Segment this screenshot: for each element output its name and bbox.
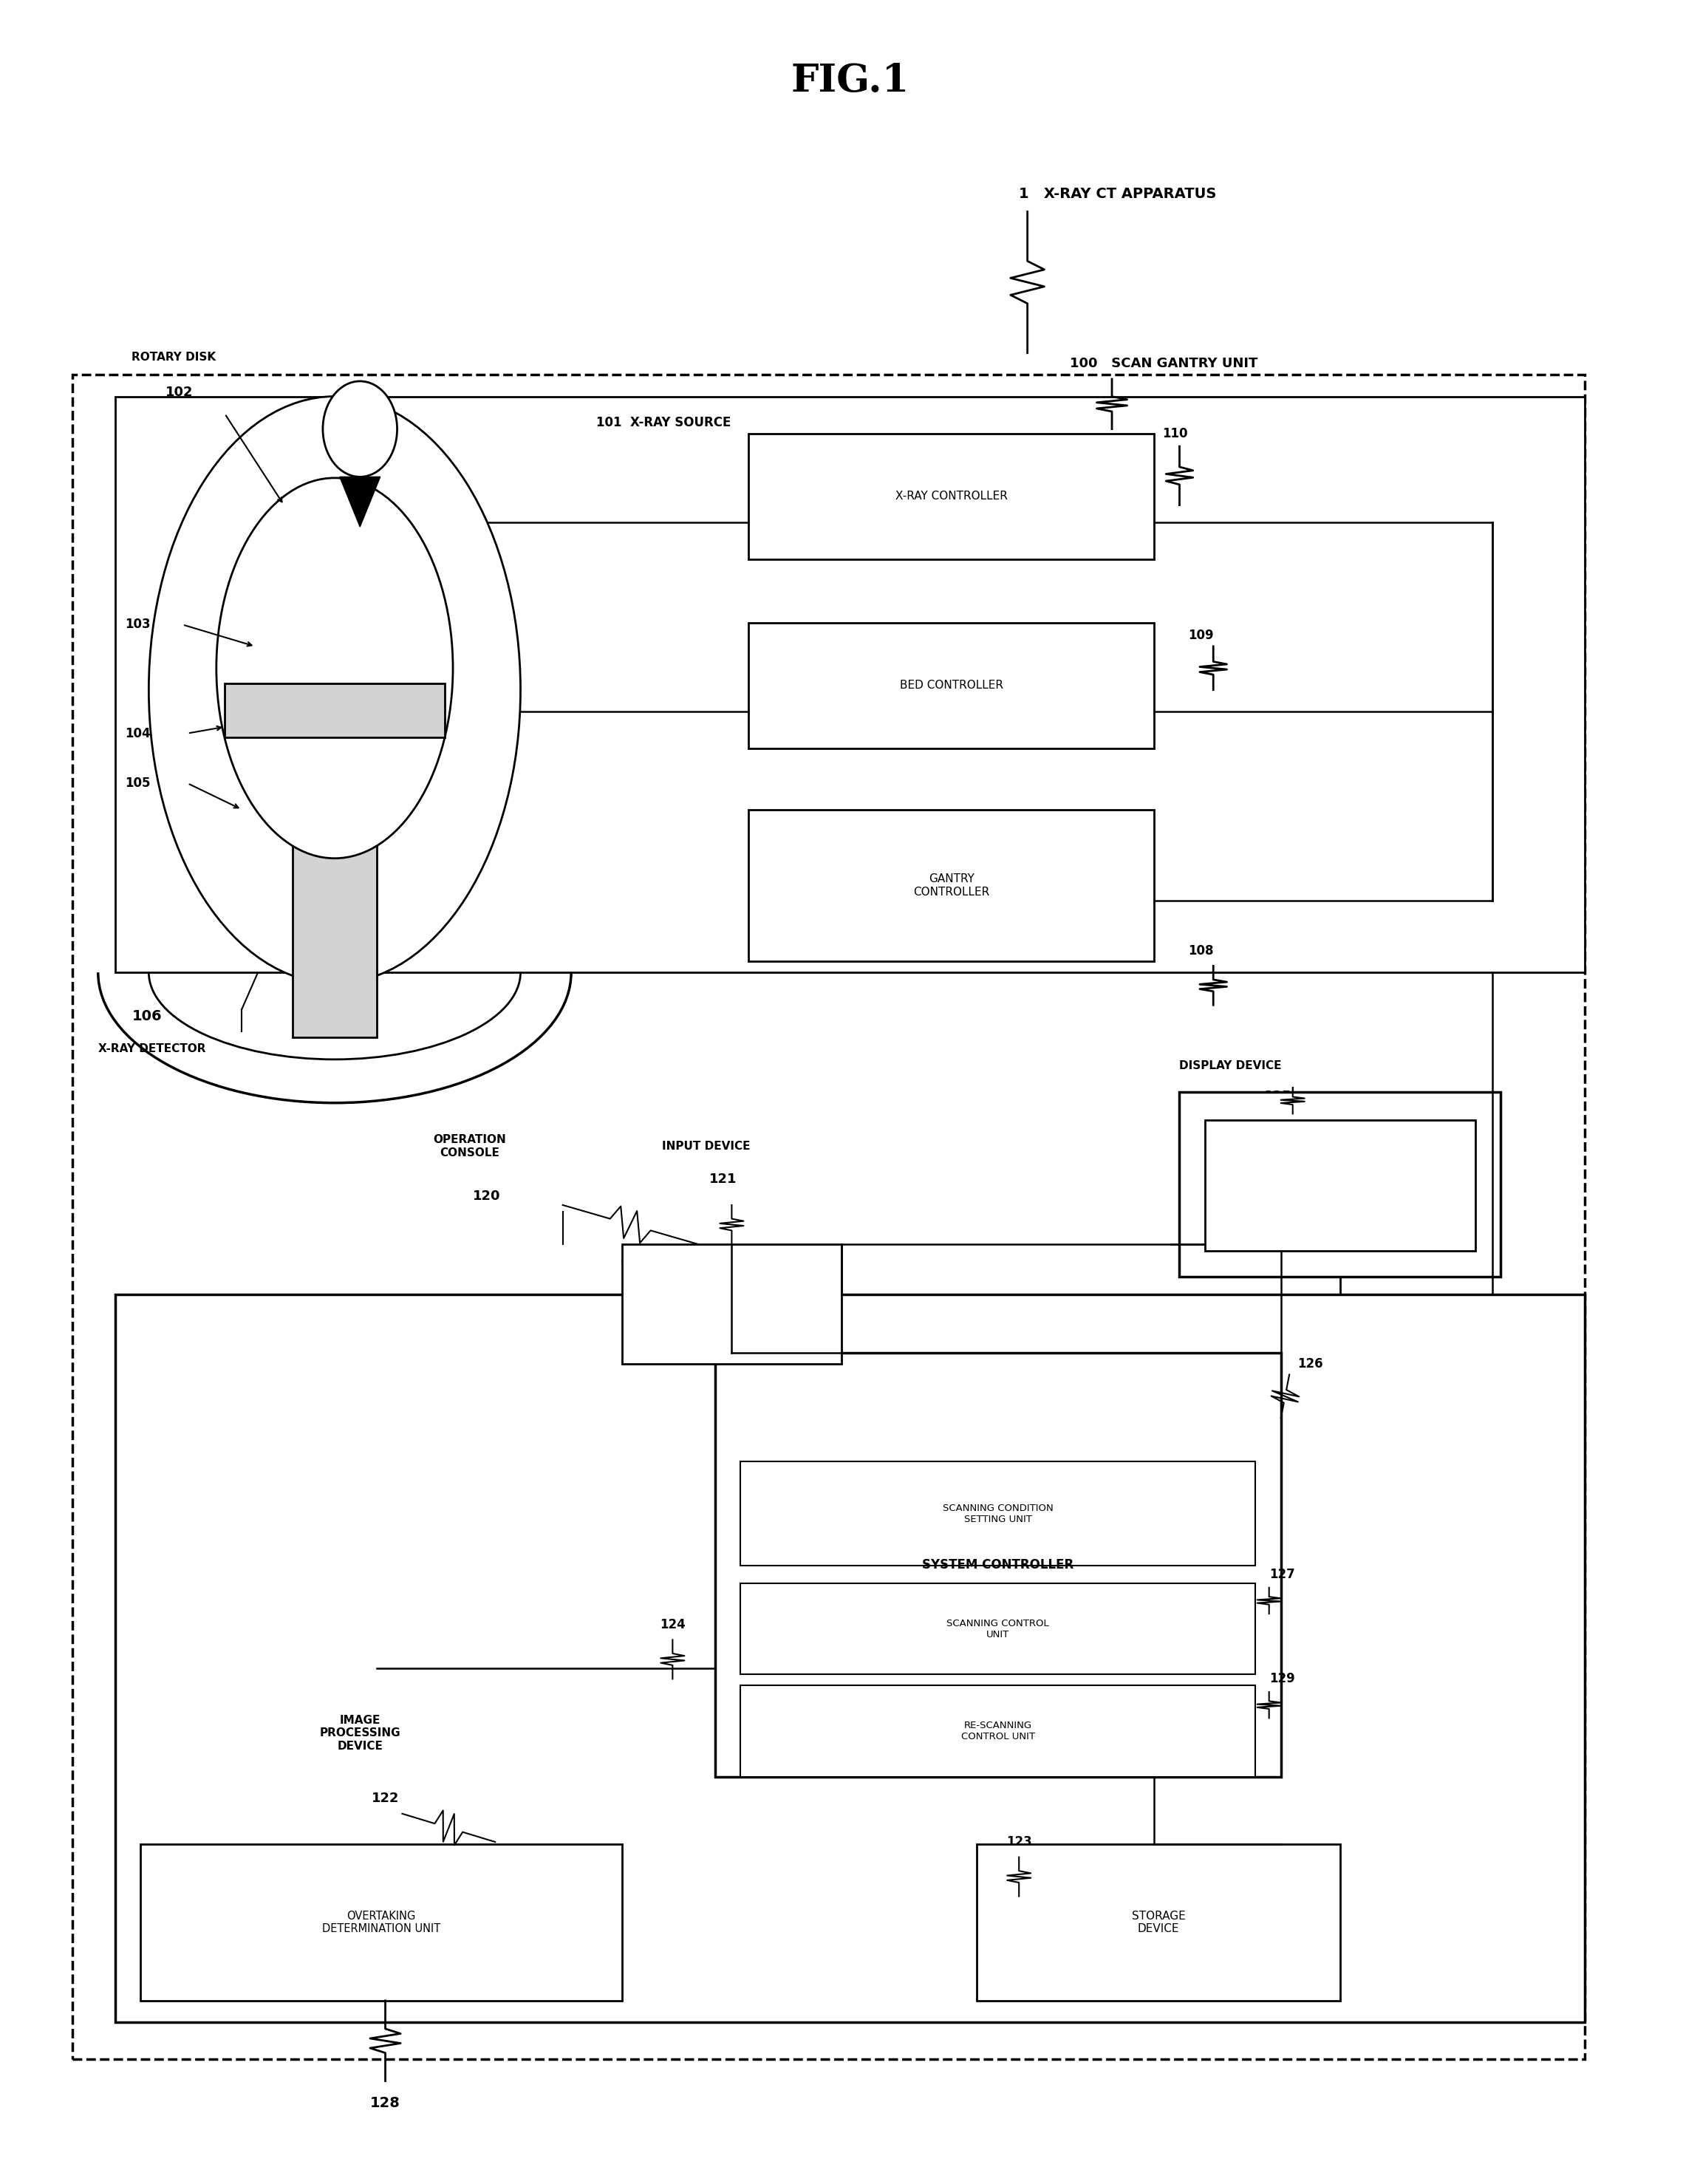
FancyBboxPatch shape: [748, 432, 1154, 559]
FancyBboxPatch shape: [141, 1843, 622, 2001]
Text: 1   X-RAY CT APPARATUS: 1 X-RAY CT APPARATUS: [1018, 188, 1217, 201]
Text: 123: 123: [1006, 1835, 1032, 1848]
Text: BED CONTROLLER: BED CONTROLLER: [899, 679, 1003, 690]
Text: X-RAY CONTROLLER: X-RAY CONTROLLER: [896, 491, 1008, 502]
Circle shape: [323, 382, 398, 476]
Bar: [73, 376, 1584, 2060]
FancyBboxPatch shape: [116, 397, 1584, 972]
FancyBboxPatch shape: [292, 734, 377, 1037]
FancyBboxPatch shape: [224, 684, 444, 738]
Text: 121: 121: [709, 1173, 738, 1186]
Ellipse shape: [150, 397, 520, 983]
Text: 124: 124: [660, 1618, 685, 1631]
Text: 120: 120: [473, 1190, 500, 1203]
FancyBboxPatch shape: [739, 1461, 1256, 1566]
Text: 110: 110: [1163, 426, 1188, 439]
Text: 108: 108: [1188, 943, 1214, 957]
Text: ROTARY DISK: ROTARY DISK: [133, 352, 216, 363]
Text: 107: 107: [301, 926, 326, 939]
FancyBboxPatch shape: [748, 622, 1154, 749]
Text: 106: 106: [133, 1009, 162, 1022]
Text: OVERTAKING
DETERMINATION UNIT: OVERTAKING DETERMINATION UNIT: [321, 1911, 440, 1935]
Text: 129: 129: [1270, 1673, 1295, 1686]
FancyBboxPatch shape: [739, 1583, 1256, 1675]
Polygon shape: [340, 476, 381, 526]
Text: OPERATION
CONSOLE: OPERATION CONSOLE: [434, 1133, 507, 1158]
Text: GANTRY
CONTROLLER: GANTRY CONTROLLER: [913, 874, 989, 898]
Text: SCANNING CONTROL
UNIT: SCANNING CONTROL UNIT: [947, 1618, 1049, 1640]
Text: RE-SCANNING
CONTROL UNIT: RE-SCANNING CONTROL UNIT: [960, 1721, 1035, 1741]
FancyBboxPatch shape: [622, 1245, 841, 1363]
Text: SCANNING CONDITION
SETTING UNIT: SCANNING CONDITION SETTING UNIT: [942, 1503, 1054, 1524]
Text: STORAGE
DEVICE: STORAGE DEVICE: [1132, 1911, 1185, 1935]
Text: 105: 105: [126, 778, 151, 791]
Text: 104: 104: [126, 727, 151, 740]
FancyBboxPatch shape: [977, 1843, 1340, 2001]
FancyBboxPatch shape: [1180, 1092, 1501, 1278]
Text: 101  X-RAY SOURCE: 101 X-RAY SOURCE: [597, 415, 731, 428]
Text: 100   SCAN GANTRY UNIT: 100 SCAN GANTRY UNIT: [1069, 358, 1258, 371]
Text: FIG.1: FIG.1: [791, 63, 910, 100]
Text: 128: 128: [371, 2097, 401, 2110]
Ellipse shape: [216, 478, 452, 858]
FancyBboxPatch shape: [739, 1686, 1256, 1778]
Text: 103: 103: [126, 618, 151, 631]
Text: 109: 109: [1188, 629, 1214, 642]
Text: SYSTEM CONTROLLER: SYSTEM CONTROLLER: [921, 1557, 1074, 1572]
Text: X-RAY DETECTOR: X-RAY DETECTOR: [99, 1044, 206, 1055]
Text: 122: 122: [372, 1791, 399, 1806]
Text: IMAGE
PROCESSING
DEVICE: IMAGE PROCESSING DEVICE: [320, 1714, 401, 1752]
Text: INPUT DEVICE: INPUT DEVICE: [663, 1140, 750, 1151]
FancyBboxPatch shape: [116, 1295, 1584, 2022]
FancyBboxPatch shape: [714, 1352, 1280, 1778]
FancyBboxPatch shape: [1205, 1120, 1476, 1251]
Text: 127: 127: [1270, 1568, 1295, 1581]
FancyBboxPatch shape: [748, 810, 1154, 961]
Text: 125: 125: [1265, 1090, 1292, 1103]
Text: 126: 126: [1297, 1356, 1323, 1369]
Text: 102: 102: [165, 384, 194, 400]
Text: DISPLAY DEVICE: DISPLAY DEVICE: [1180, 1061, 1282, 1072]
